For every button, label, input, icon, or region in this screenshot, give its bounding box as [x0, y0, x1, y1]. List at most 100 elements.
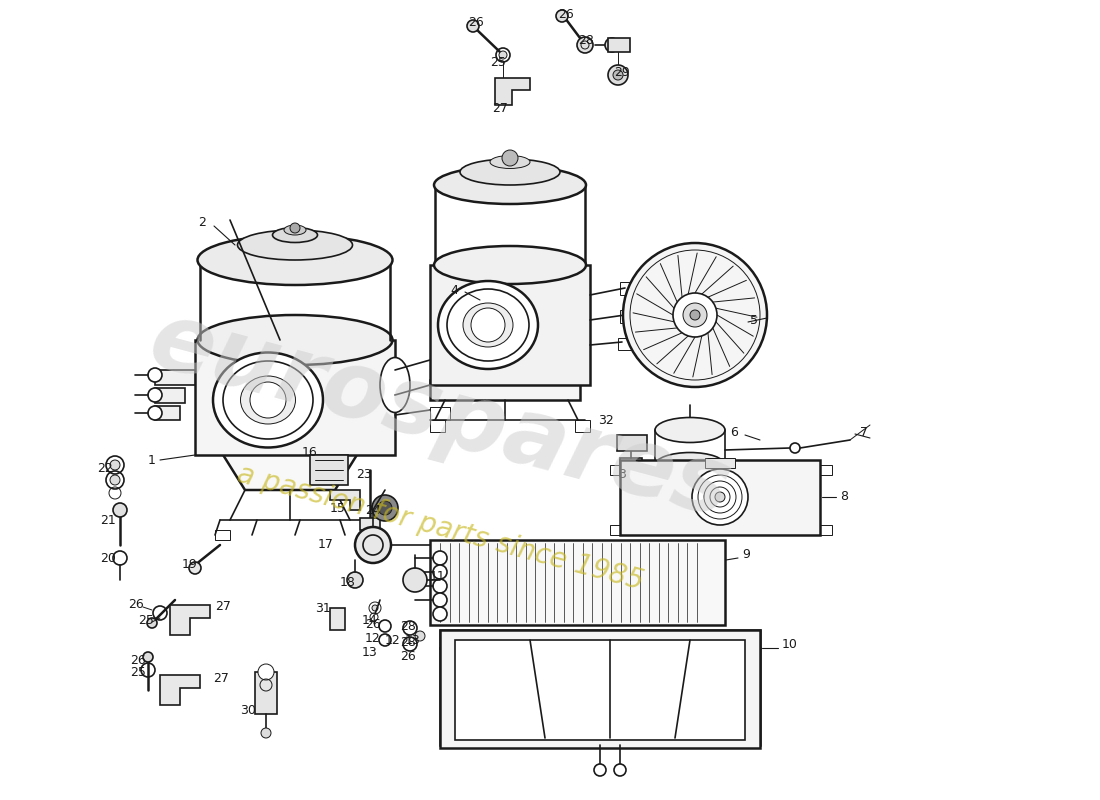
Bar [440, 630, 760, 748]
Text: 25: 25 [490, 55, 506, 69]
Text: 11: 11 [430, 570, 446, 583]
Text: 20: 20 [100, 551, 116, 565]
Circle shape [578, 37, 593, 53]
Text: 26: 26 [130, 654, 145, 666]
Ellipse shape [434, 166, 586, 204]
Bar [455, 640, 745, 740]
Circle shape [372, 605, 378, 611]
Ellipse shape [434, 246, 586, 284]
Text: 5: 5 [750, 314, 758, 326]
Text: 32: 32 [598, 414, 614, 426]
Ellipse shape [198, 235, 393, 285]
Circle shape [613, 70, 623, 80]
Circle shape [433, 551, 447, 565]
Ellipse shape [460, 159, 560, 185]
Text: 28: 28 [400, 637, 416, 650]
Text: 2: 2 [198, 215, 206, 229]
Text: 26: 26 [558, 7, 574, 21]
Polygon shape [160, 675, 200, 705]
Circle shape [433, 579, 447, 593]
Polygon shape [155, 388, 185, 403]
Circle shape [623, 243, 767, 387]
Text: 7: 7 [860, 426, 868, 438]
Ellipse shape [490, 155, 530, 169]
Polygon shape [155, 370, 195, 385]
Circle shape [346, 572, 363, 588]
Ellipse shape [438, 281, 538, 369]
Text: 30: 30 [240, 703, 256, 717]
Bar [617, 435, 647, 451]
Text: 25: 25 [138, 614, 154, 626]
Polygon shape [495, 78, 530, 105]
Ellipse shape [284, 225, 306, 235]
Circle shape [433, 565, 447, 579]
Circle shape [378, 501, 392, 515]
Circle shape [468, 20, 478, 32]
Circle shape [250, 382, 286, 418]
Circle shape [433, 607, 447, 621]
Circle shape [605, 38, 619, 52]
Circle shape [258, 664, 274, 680]
Circle shape [614, 764, 626, 776]
Text: 4: 4 [450, 283, 458, 297]
Polygon shape [620, 460, 820, 535]
Circle shape [148, 406, 162, 420]
Bar [330, 608, 345, 630]
Ellipse shape [238, 230, 352, 260]
Circle shape [189, 562, 201, 574]
Text: 6: 6 [730, 426, 738, 438]
Bar [360, 518, 379, 530]
Circle shape [499, 51, 507, 59]
Text: 29: 29 [614, 66, 629, 78]
Circle shape [594, 764, 606, 776]
Polygon shape [440, 630, 760, 648]
Ellipse shape [654, 418, 725, 442]
Circle shape [608, 65, 628, 85]
Circle shape [290, 223, 300, 233]
Text: 31: 31 [315, 602, 331, 614]
Text: eurospares: eurospares [140, 294, 740, 538]
Circle shape [148, 368, 162, 382]
Circle shape [715, 492, 725, 502]
Ellipse shape [213, 353, 323, 447]
Ellipse shape [273, 227, 318, 242]
Circle shape [148, 388, 162, 402]
Polygon shape [430, 265, 590, 385]
Polygon shape [155, 406, 180, 420]
Text: 26: 26 [128, 598, 144, 611]
Polygon shape [195, 340, 395, 455]
Text: 3: 3 [618, 469, 626, 482]
Text: 23: 23 [356, 469, 372, 482]
Text: 19: 19 [182, 558, 198, 571]
Circle shape [690, 310, 700, 320]
Circle shape [415, 631, 425, 641]
Text: 1: 1 [148, 454, 156, 466]
Ellipse shape [654, 453, 725, 478]
Text: 10: 10 [782, 638, 797, 651]
Circle shape [790, 443, 800, 453]
Polygon shape [608, 38, 630, 52]
Circle shape [143, 652, 153, 662]
Polygon shape [220, 450, 360, 490]
Circle shape [683, 303, 707, 327]
Text: 13: 13 [362, 646, 377, 659]
Ellipse shape [241, 376, 296, 424]
Text: 28: 28 [578, 34, 594, 46]
Circle shape [147, 618, 157, 628]
Circle shape [372, 495, 398, 521]
Bar [430, 540, 725, 625]
Circle shape [355, 527, 390, 563]
Circle shape [673, 293, 717, 337]
Text: 18: 18 [340, 575, 356, 589]
Text: 9: 9 [742, 549, 750, 562]
Text: 8: 8 [840, 490, 848, 503]
Text: 15: 15 [330, 502, 345, 514]
Bar [620, 458, 642, 476]
Bar [255, 672, 277, 714]
Text: 24: 24 [365, 503, 381, 517]
Text: 21: 21 [100, 514, 116, 526]
Bar [705, 458, 735, 468]
Ellipse shape [198, 315, 393, 365]
Ellipse shape [379, 358, 410, 413]
Text: 27: 27 [213, 671, 229, 685]
